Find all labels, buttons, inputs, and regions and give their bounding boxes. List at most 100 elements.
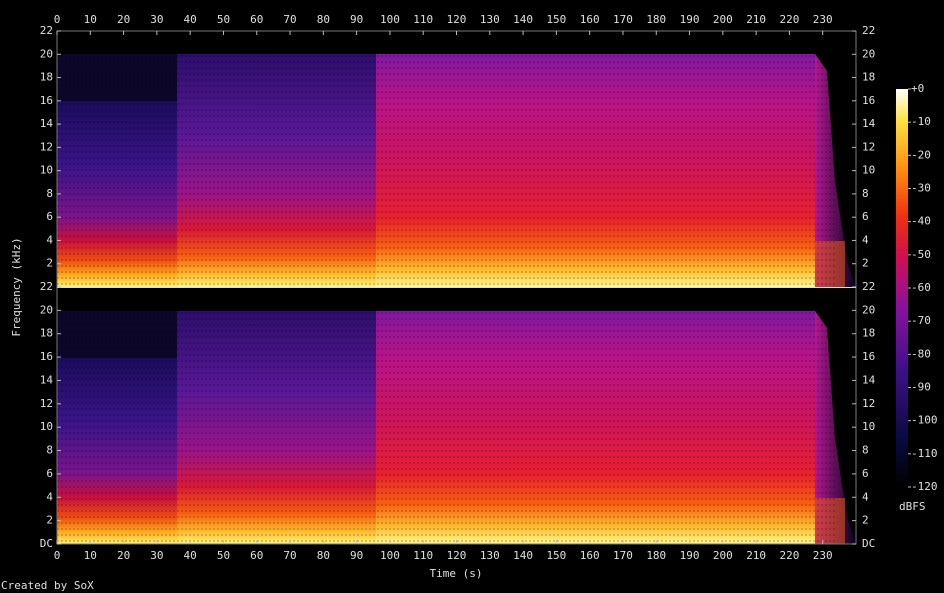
- colorbar-tick-label: -30: [911, 182, 931, 195]
- colorbar-tick-label: -60: [911, 281, 931, 294]
- y-tick-label: 18: [862, 71, 875, 84]
- x-tick-label: 50: [217, 13, 230, 26]
- x-tick-label: 170: [613, 549, 633, 562]
- colorbar-tick-label: -10: [911, 115, 931, 128]
- y-tick-label: 6: [46, 210, 53, 223]
- y-tick-label: 16: [40, 94, 53, 107]
- y-tick-label: 6: [46, 467, 53, 480]
- x-tick-label: 180: [646, 13, 666, 26]
- y-tick-label: 2: [46, 514, 53, 527]
- y-tick-label: 6: [862, 210, 869, 223]
- y-tick-label: 2: [46, 257, 53, 270]
- y-tick-label: 22: [40, 280, 53, 293]
- y-tick-label: 20: [40, 303, 53, 316]
- x-tick-label: 30: [150, 549, 163, 562]
- x-tick-label: 60: [250, 13, 263, 26]
- y-tick-label: 10: [862, 164, 875, 177]
- colorbar: [896, 89, 908, 487]
- y-tick-label: 20: [862, 303, 875, 316]
- y-tick-label: 2: [862, 257, 869, 270]
- y-tick-label: 4: [862, 233, 869, 246]
- y-tick-label: 12: [40, 397, 53, 410]
- x-tick-label: 130: [480, 549, 500, 562]
- x-tick-label: 220: [779, 13, 799, 26]
- y-tick-label: 16: [40, 350, 53, 363]
- x-tick-label: 160: [580, 13, 600, 26]
- y-tick-label: DC: [40, 537, 53, 550]
- x-tick-label: 210: [746, 13, 766, 26]
- colorbar-tick-label: -70: [911, 314, 931, 327]
- x-tick-label: 230: [813, 13, 833, 26]
- y-tick-label: 12: [862, 140, 875, 153]
- x-tick-label: 210: [746, 549, 766, 562]
- y-tick-label: 14: [862, 117, 876, 130]
- x-tick-label: 20: [117, 13, 130, 26]
- x-tick-label: 70: [283, 549, 296, 562]
- x-tick-label: 100: [380, 13, 400, 26]
- colorbar-tick-label: -40: [911, 215, 931, 228]
- x-tick-label: 150: [546, 549, 566, 562]
- colorbar-label: dBFS: [899, 500, 926, 513]
- y-tick-label: 18: [862, 327, 875, 340]
- y-tick-label: 14: [40, 373, 54, 386]
- x-tick-label: 230: [813, 549, 833, 562]
- y-tick-label: 22: [862, 280, 875, 293]
- x-tick-label: 70: [283, 13, 296, 26]
- y-tick-label: 12: [862, 397, 875, 410]
- y-tick-label: 16: [862, 94, 875, 107]
- x-tick-label: 200: [713, 549, 733, 562]
- x-tick-label: 10: [84, 13, 97, 26]
- colorbar-tick-label: -110: [911, 447, 938, 460]
- colorbar-tick-label: -120: [911, 480, 938, 493]
- colorbar-tick-label: -80: [911, 347, 931, 360]
- y-tick-label: 14: [40, 117, 54, 130]
- y-tick-label: 14: [862, 373, 876, 386]
- x-tick-label: 40: [184, 13, 197, 26]
- x-tick-label: 220: [779, 549, 799, 562]
- y-tick-label: 22: [862, 24, 875, 37]
- x-tick-label: 90: [350, 549, 363, 562]
- x-tick-label: 90: [350, 13, 363, 26]
- y-tick-label: 4: [46, 233, 53, 246]
- x-tick-label: 80: [317, 13, 330, 26]
- x-tick-label: 60: [250, 549, 263, 562]
- x-tick-label: 130: [480, 13, 500, 26]
- y-tick-label: 4: [46, 490, 53, 503]
- colorbar-tick-label: -90: [911, 381, 931, 394]
- x-tick-label: 200: [713, 13, 733, 26]
- colorbar-tick-label: -100: [911, 414, 938, 427]
- y-tick-label: 20: [862, 47, 875, 60]
- y-tick-label: 20: [40, 47, 53, 60]
- y-tick-label: 6: [862, 467, 869, 480]
- y-tick-label: DC: [862, 537, 875, 550]
- y-axis-label: Frequency (kHz): [10, 237, 23, 336]
- x-tick-label: 110: [413, 13, 433, 26]
- x-tick-label: 40: [184, 549, 197, 562]
- x-tick-label: 170: [613, 13, 633, 26]
- y-tick-label: 18: [40, 327, 53, 340]
- y-tick-label: 10: [40, 420, 53, 433]
- x-tick-label: 120: [447, 549, 467, 562]
- x-tick-label: 190: [680, 549, 700, 562]
- x-tick-label: 80: [317, 549, 330, 562]
- x-tick-label: 190: [680, 13, 700, 26]
- x-tick-label: 30: [150, 13, 163, 26]
- footer: Created by SoX: [1, 579, 94, 592]
- y-tick-label: 8: [862, 444, 869, 457]
- y-tick-label: 10: [862, 420, 875, 433]
- spectrogram-channel-1: [57, 31, 856, 287]
- x-tick-label: 160: [580, 549, 600, 562]
- spectrogram-channel-2: [57, 288, 856, 544]
- colorbar-tick-label: +0: [911, 82, 924, 95]
- y-tick-label: 4: [862, 490, 869, 503]
- y-tick-label: 8: [862, 187, 869, 200]
- colorbar-tick-label: -50: [911, 248, 931, 261]
- x-tick-label: 20: [117, 549, 130, 562]
- x-tick-label: 120: [447, 13, 467, 26]
- x-tick-label: 0: [54, 549, 61, 562]
- x-tick-label: 180: [646, 549, 666, 562]
- y-tick-label: 12: [40, 140, 53, 153]
- y-tick-label: 16: [862, 350, 875, 363]
- x-axis-label: Time (s): [430, 567, 483, 580]
- x-tick-label: 110: [413, 549, 433, 562]
